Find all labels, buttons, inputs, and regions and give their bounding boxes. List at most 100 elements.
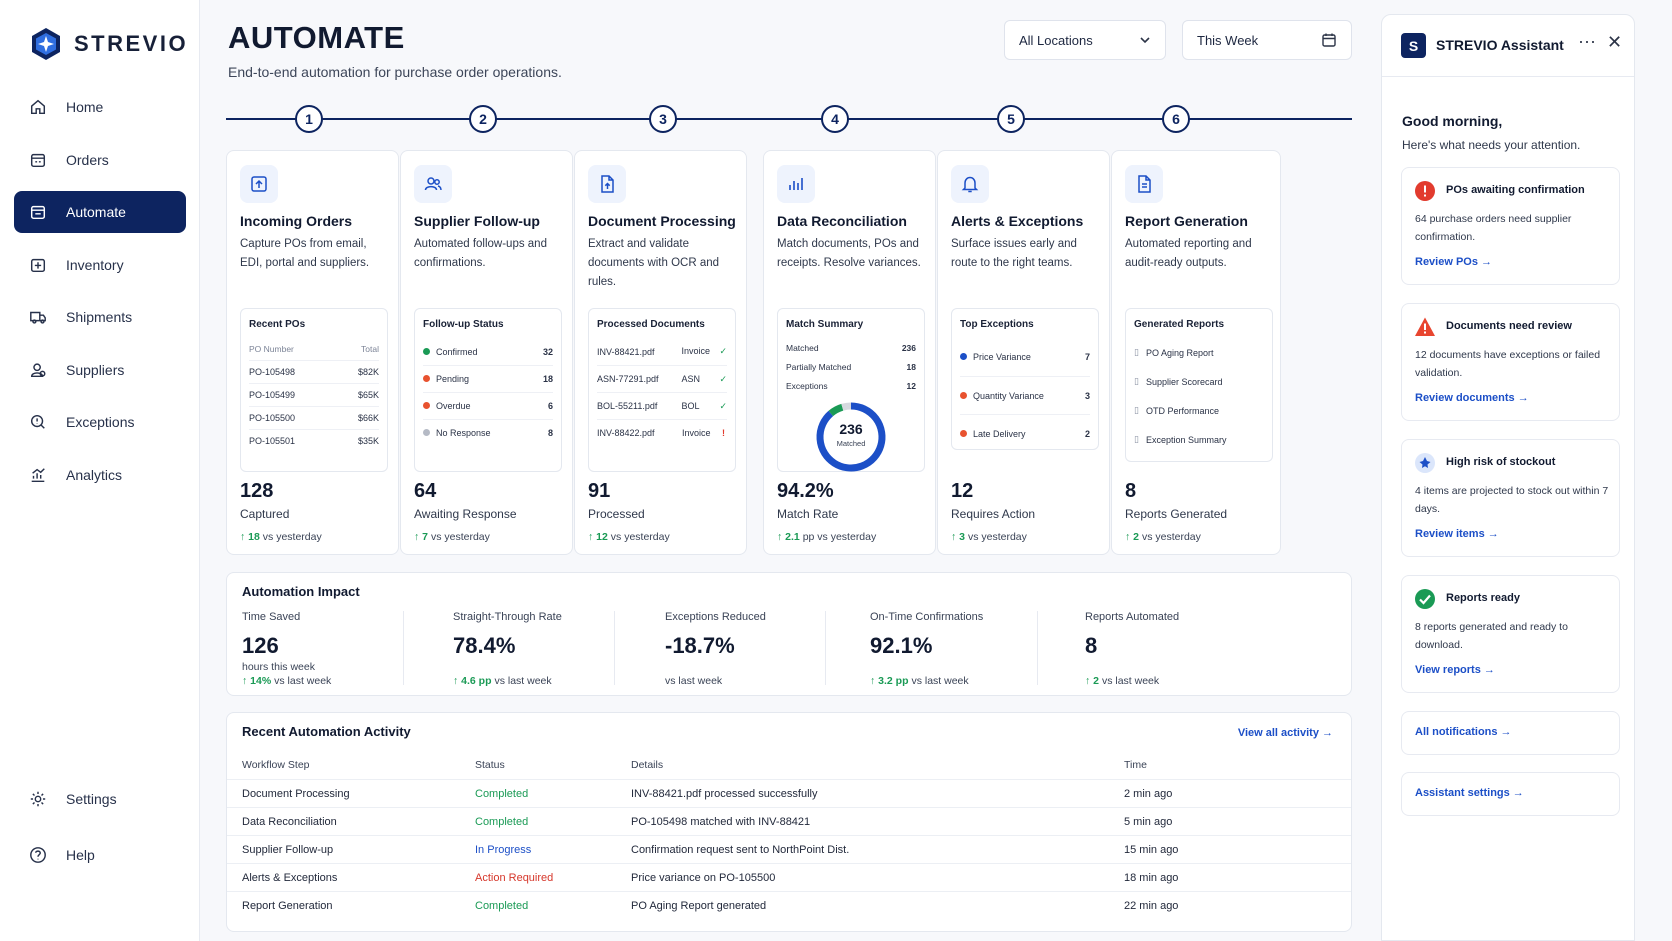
card-title: Incoming Orders (240, 213, 353, 229)
assistant-greeting: Good morning, (1402, 113, 1503, 129)
metric-trend: ↑ 2 vs last week (1085, 675, 1160, 687)
exception-count: 3 (1084, 390, 1090, 401)
metric-reports-automated: Reports Automated 8 ↑ 2 vs last week (1085, 611, 1295, 687)
card-value: 91 (588, 480, 611, 502)
notification-title: Reports ready (1446, 592, 1520, 604)
view-all-activity-link[interactable]: View all activity → (1237, 727, 1333, 739)
view-reports-link[interactable]: View reports → (1415, 664, 1495, 676)
donut-center-value: 236 (839, 421, 863, 437)
po-total: $82K (357, 367, 379, 377)
trend-text: vs yesterday (1141, 531, 1201, 543)
po-row[interactable]: PO-105498 $82K (249, 360, 379, 383)
notification-reports-ready[interactable]: Reports ready 8 reports generated and re… (1401, 575, 1620, 693)
status-row[interactable]: Pending 18 (423, 365, 553, 392)
chevron-down-icon (1140, 37, 1150, 44)
nav-item-help[interactable]: Help (14, 834, 186, 876)
report-row[interactable]: ▯ PO Aging Report (1134, 338, 1264, 367)
notification-stockout-risk[interactable]: High risk of stockout 4 items are projec… (1401, 439, 1620, 557)
status-row[interactable]: Confirmed 32 (423, 338, 553, 365)
document-row[interactable]: BOL-55211.pdf BOL ✓ (597, 392, 727, 419)
card-incoming-orders[interactable]: Incoming Orders Capture POs from email, … (226, 150, 399, 555)
report-row[interactable]: ▯ Exception Summary (1134, 425, 1264, 454)
nav-item-exceptions[interactable]: Exceptions (14, 401, 186, 443)
po-number: PO-105500 (249, 413, 296, 423)
assistant-settings-card[interactable]: Assistant settings → (1401, 772, 1620, 816)
more-options-icon[interactable]: ··· (1578, 31, 1596, 51)
cell-time: 2 min ago (1124, 787, 1173, 800)
po-row[interactable]: PO-105500 $66K (249, 406, 379, 429)
nav-item-shipments[interactable]: Shipments (14, 296, 186, 338)
document-row[interactable]: INV-88421.pdf Invoice ✓ (597, 338, 727, 365)
trend-text: pp vs yesterday (802, 531, 877, 543)
report-row[interactable]: ▯ OTD Performance (1134, 396, 1264, 425)
gear-icon (28, 789, 48, 809)
metric-value: 78.4% (453, 633, 516, 658)
date-filter-dropdown[interactable]: This Week (1182, 20, 1352, 60)
trend-value: 18 (248, 531, 260, 543)
document-row[interactable]: INV-88422.pdf Invoice! (597, 419, 727, 446)
po-row[interactable]: PO-105501 $35K (249, 429, 379, 452)
trend-text: vs last week (494, 675, 552, 687)
trend-up-icon: ↑ (1125, 531, 1134, 543)
status-row[interactable]: Overdue 6 (423, 392, 553, 419)
table-row[interactable]: Document Processing Completed INV-88421.… (227, 779, 1351, 807)
nav-item-automate[interactable]: Automate (14, 191, 186, 233)
document-row[interactable]: ASN-77291.pdf ASN ✓ (597, 365, 727, 392)
nav-item-inventory[interactable]: Inventory (14, 244, 186, 286)
panel-header-row: PO Number Total (249, 338, 379, 360)
automate-icon (28, 202, 48, 222)
nav-item-settings[interactable]: Settings (14, 778, 186, 820)
card-report-generation[interactable]: Report Generation Automated reporting an… (1111, 150, 1281, 555)
exception-row[interactable]: Late Delivery 2 (960, 414, 1090, 452)
step-4[interactable]: 4 (821, 105, 849, 133)
report-row[interactable]: ▯ Supplier Scorecard (1134, 367, 1264, 396)
notification-documents-review[interactable]: Documents need review 12 documents have … (1401, 303, 1620, 421)
po-row[interactable]: PO-105499 $65K (249, 383, 379, 406)
processed-documents-panel: Processed Documents INV-88421.pdf Invoice… (588, 308, 736, 472)
step-3[interactable]: 3 (649, 105, 677, 133)
exception-row[interactable]: Quantity Variance 3 (960, 376, 1090, 414)
card-data-reconciliation[interactable]: Data Reconciliation Match documents, POs… (763, 150, 936, 555)
nav-item-suppliers[interactable]: Suppliers (14, 349, 186, 391)
trend-text: vs last week (911, 675, 969, 687)
notification-pos-awaiting[interactable]: POs awaiting confirmation 64 purchase or… (1401, 167, 1620, 285)
table-row[interactable]: Data Reconciliation Completed PO-105498 … (227, 807, 1351, 835)
step-5[interactable]: 5 (997, 105, 1025, 133)
nav-item-home[interactable]: Home (14, 86, 186, 128)
review-items-link[interactable]: Review items → (1415, 528, 1499, 540)
review-pos-link[interactable]: Review POs → (1415, 256, 1493, 268)
close-icon[interactable]: ✕ (1607, 32, 1623, 52)
step-1[interactable]: 1 (295, 105, 323, 133)
table-row[interactable]: Report Generation Completed PO Aging Rep… (227, 891, 1351, 919)
metric-trend: ↑ 4.6 pp vs last week (453, 675, 552, 687)
card-description: Capture POs from email, EDI, portal and … (240, 238, 370, 269)
generated-reports-panel: Generated Reports ▯ PO Aging Report ▯ Supp… (1125, 308, 1273, 462)
table-row[interactable]: Alerts & Exceptions Action Required Pric… (227, 863, 1351, 891)
table-row[interactable]: Supplier Follow-up In Progress Confirmat… (227, 835, 1351, 863)
assistant-settings-link[interactable]: Assistant settings → (1415, 787, 1524, 799)
exception-row[interactable]: Price Variance 7 (960, 338, 1090, 376)
document-file: ASN-77291.pdf (597, 374, 659, 384)
metric-straight-through-rate: Straight-Through Rate 78.4% ↑ 4.6 pp vs … (453, 611, 663, 687)
card-document-processing[interactable]: Document Processing Extract and validate… (574, 150, 747, 555)
nav-item-orders[interactable]: Orders (14, 139, 186, 181)
trend-value: 3 (959, 531, 966, 543)
status-name: Pending (436, 374, 470, 384)
card-trend: ↑ 3 vs yesterday (951, 531, 1027, 543)
summary-row: Matched 236 (786, 338, 916, 357)
review-documents-link[interactable]: Review documents → (1415, 392, 1529, 404)
card-value-label: Processed (588, 507, 645, 521)
step-6[interactable]: 6 (1162, 105, 1190, 133)
nav-item-analytics[interactable]: Analytics (14, 454, 186, 496)
all-notifications-card[interactable]: All notifications → (1401, 711, 1620, 755)
all-notifications-link[interactable]: All notifications → (1415, 726, 1512, 738)
card-value-label: Reports Generated (1125, 507, 1228, 521)
brand-logo[interactable]: STREVIO (28, 26, 188, 62)
card-alerts-exceptions[interactable]: Alerts & Exceptions Surface issues early… (937, 150, 1110, 555)
assistant-name: STREVIO Assistant (1436, 37, 1564, 53)
location-filter-dropdown[interactable]: All Locations (1004, 20, 1166, 60)
step-2[interactable]: 2 (469, 105, 497, 133)
card-supplier-follow-up[interactable]: Supplier Follow-up Automated follow-ups … (400, 150, 573, 555)
status-dot (423, 429, 430, 436)
status-row[interactable]: No Response 8 (423, 419, 553, 446)
